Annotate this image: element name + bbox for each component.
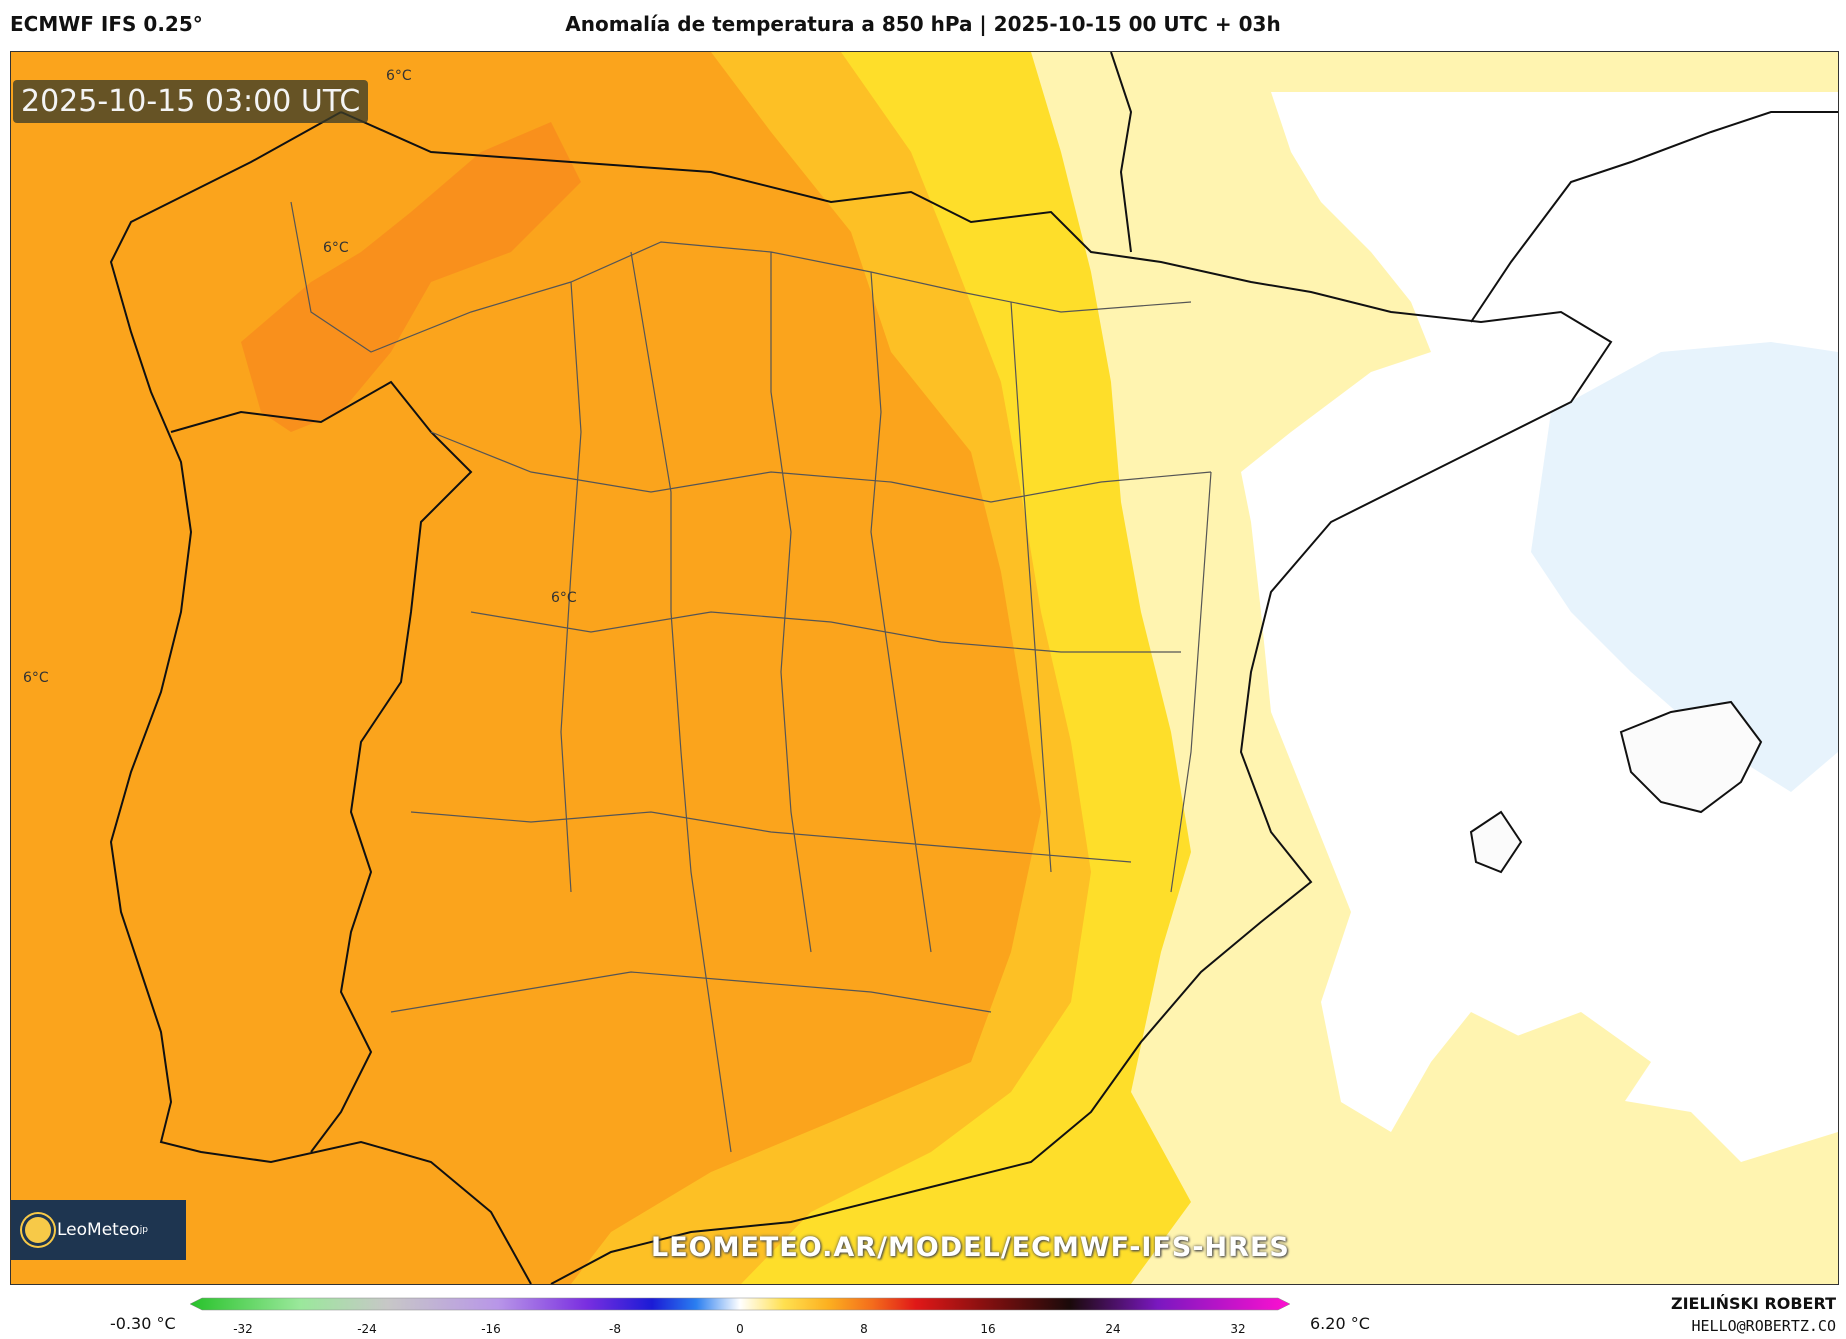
contour-label: 6°C [551, 590, 577, 606]
province-borders [290, 201, 1212, 1153]
island-mallorca [1619, 700, 1763, 814]
logo-suffix: jp [139, 1225, 148, 1235]
colorbar-tick: 32 [1230, 1322, 1246, 1336]
colorbar-tick: -16 [481, 1322, 501, 1336]
colorbar-tick: 24 [1105, 1322, 1121, 1336]
model-name: ECMWF IFS 0.25° [10, 12, 203, 36]
contour-label: 6°C [323, 240, 349, 256]
logo-text: LeoMeteo [57, 1220, 140, 1240]
chart-title: Anomalía de temperatura a 850 hPa | 2025… [565, 12, 1281, 36]
author-credit: ZIELIŃSKI ROBERT HELLO@ROBERTZ.CO [1671, 1293, 1836, 1337]
author-name: ZIELIŃSKI ROBERT [1670, 1294, 1836, 1313]
colorbar-ramp [190, 1297, 1290, 1311]
anomaly-field-deep [241, 122, 581, 432]
contour-label: 6°C [23, 670, 49, 686]
map-panel: 2025-10-15 03:00 UTC 6°C 6°C 6°C 6°C Leo… [10, 51, 1839, 1285]
watermark-url: LEOMETEO.AR/MODEL/ECMWF-IFS-HRES [651, 1232, 1290, 1263]
colorbar-tick: 8 [860, 1322, 868, 1336]
sun-icon [25, 1217, 51, 1243]
anomaly-field-light-patch [1501, 1012, 1651, 1122]
colorbar-tick: 0 [736, 1322, 744, 1336]
coastline [109, 111, 1613, 1284]
author-email: HELLO@ROBERTZ.CO [1691, 1317, 1837, 1335]
leometeo-logo: LeoMeteo jp [11, 1200, 186, 1260]
anomaly-map [11, 52, 1838, 1284]
colorbar-tick: 16 [980, 1322, 996, 1336]
colorbar-max-label: 6.20 °C [1310, 1314, 1370, 1333]
country-border-portugal [170, 380, 473, 1153]
colorbar-tick: -24 [357, 1322, 377, 1336]
colorbar: -0.30 °C -32 -24 [0, 1283, 1846, 1339]
colorbar-min-label: -0.30 °C [110, 1314, 176, 1333]
header: ECMWF IFS 0.25° Anomalía de temperatura … [0, 0, 1846, 50]
anomaly-field-cool [1531, 342, 1838, 792]
contour-label: 6°C [386, 68, 412, 84]
valid-time-label: 2025-10-15 03:00 UTC [13, 80, 369, 123]
island-ibiza [1469, 810, 1523, 874]
country-border-france [1110, 52, 1838, 323]
colorbar-tick: -8 [609, 1322, 621, 1336]
colorbar-tick: -32 [233, 1322, 253, 1336]
